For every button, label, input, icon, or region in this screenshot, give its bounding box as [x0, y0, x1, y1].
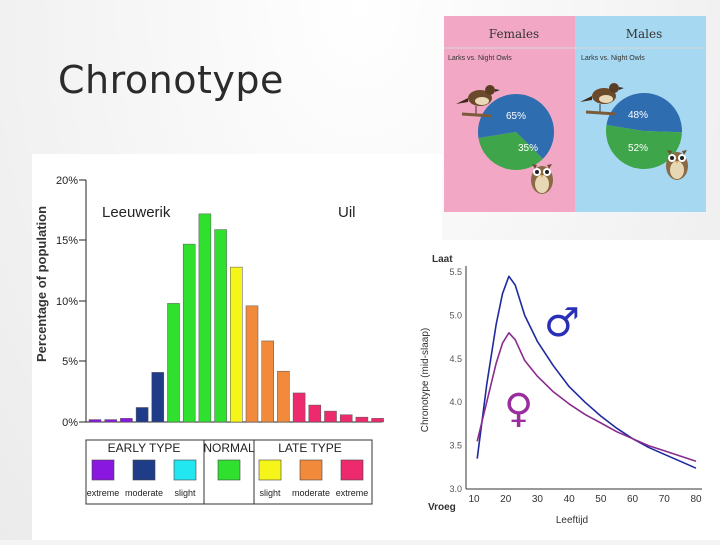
legend-swatch — [258, 459, 282, 481]
top-label-laat: Laat — [432, 254, 453, 265]
bottom-label-vroeg: Vroeg — [428, 502, 456, 513]
female-symbol: ♀ — [504, 386, 533, 432]
bar — [339, 414, 353, 423]
males-larks-pct: 48% — [628, 110, 648, 121]
y-tick-label: 5.5 — [449, 267, 462, 277]
legend-swatch — [173, 459, 197, 481]
male-symbol: ♂ — [544, 300, 580, 346]
x-tick-label: 70 — [659, 494, 671, 505]
bar — [277, 370, 290, 423]
legend-label: slight — [259, 488, 281, 498]
ytick-label: 20% — [56, 175, 78, 187]
legend-frame — [85, 439, 373, 505]
x-tick-label: 50 — [595, 494, 607, 505]
y-tick-label: 3.0 — [449, 484, 462, 494]
owl-icon — [531, 164, 553, 194]
line-chart-series — [476, 275, 697, 469]
legend-group-early: EARLY TYPE — [108, 441, 181, 455]
bar — [371, 418, 384, 423]
females-owls-pct: 35% — [518, 143, 538, 154]
bar-chart-yticks: 20% 15% 10% 5% 0% — [56, 175, 86, 429]
bar — [104, 419, 117, 423]
ytick-label: 15% — [56, 235, 78, 247]
female-line — [476, 332, 697, 462]
annotation-uil: Uil — [338, 204, 356, 221]
ytick-label: 0% — [62, 417, 78, 429]
bar — [182, 243, 196, 423]
bar-chart-panel: Percentage of population 20% 15% 10% 5% … — [32, 154, 442, 540]
bar — [167, 303, 180, 423]
bar — [120, 418, 133, 423]
females-subtitle: Larks vs. Night Owls — [448, 55, 512, 62]
pie-slice — [478, 132, 543, 170]
legend-group-normal: NORMAL — [203, 441, 255, 455]
lark-bird-icon — [456, 85, 500, 118]
legend-label: moderate — [125, 488, 163, 498]
bar — [88, 419, 102, 423]
males-header: Males — [626, 27, 663, 41]
x-tick-label: 20 — [500, 494, 512, 505]
x-tick-label: 10 — [468, 494, 480, 505]
x-tick-label: 80 — [690, 494, 702, 505]
bar — [245, 305, 259, 423]
x-tick-label: 30 — [532, 494, 544, 505]
line-chart-panel: Chronotype (mid-slaap) Laat Vroeg Leefti… — [410, 240, 720, 540]
bar-chart-legend: EARLY TYPE NORMAL LATE TYPE extreme moder… — [85, 439, 373, 505]
males-owls-pct: 52% — [628, 143, 648, 154]
y-tick-label: 4.0 — [449, 397, 462, 407]
bar — [261, 340, 274, 423]
bar — [230, 266, 243, 423]
pie-inset: Females Males Larks vs. Night Owls Larks… — [444, 16, 706, 212]
pie-slice — [606, 125, 682, 170]
y-tick-label: 3.5 — [449, 441, 462, 451]
bar — [308, 404, 322, 423]
legend-label: extreme — [87, 488, 120, 498]
bar-chart-bars — [88, 213, 384, 423]
bar — [214, 229, 227, 423]
males-subtitle: Larks vs. Night Owls — [581, 55, 645, 62]
bar — [198, 213, 212, 423]
ytick-label: 5% — [62, 356, 78, 368]
bar-chart: Percentage of population 20% 15% 10% 5% … — [34, 175, 384, 505]
x-tick-label: 60 — [627, 494, 639, 505]
bar — [135, 407, 149, 423]
legend-label: slight — [174, 488, 196, 498]
y-tick-label: 5.0 — [449, 310, 462, 320]
x-tick-label: 40 — [564, 494, 576, 505]
females-header: Females — [489, 27, 539, 41]
y-tick-label: 4.5 — [449, 354, 462, 364]
bar-chart-ylabel: Percentage of population — [34, 206, 49, 362]
legend-swatch — [299, 459, 323, 481]
legend-label: moderate — [292, 488, 330, 498]
annotation-leeuwerik: Leeuwerik — [102, 204, 171, 221]
bar — [292, 392, 306, 423]
sex-pie-inset: Females Males Larks vs. Night Owls Larks… — [444, 16, 706, 212]
bar — [355, 416, 369, 423]
line-chart: Chronotype (mid-slaap) Laat Vroeg Leefti… — [420, 254, 702, 526]
legend-group-late: LATE TYPE — [278, 441, 342, 455]
legend-label: extreme — [336, 488, 369, 498]
pie-slice — [606, 93, 682, 133]
legend-swatch — [91, 459, 115, 481]
line-chart-xlabel: Leeftijd — [556, 515, 588, 526]
legend-swatch — [217, 459, 241, 481]
line-chart-ticks: 10 20 30 40 50 60 70 80 3.0 3.5 4.0 4.5 5.0 5.5 — [449, 267, 702, 505]
males-pie — [606, 93, 682, 170]
lark-bird-icon — [580, 83, 624, 116]
bar — [324, 410, 337, 423]
line-chart-ylabel: Chronotype (mid-slaap) — [420, 328, 431, 433]
pie-slice — [478, 94, 554, 159]
owl-icon — [666, 150, 688, 180]
legend-swatch — [340, 459, 364, 481]
legend-swatch — [132, 459, 156, 481]
females-larks-pct: 65% — [506, 111, 526, 122]
page-title: Chronotype — [58, 58, 284, 102]
ytick-label: 10% — [56, 296, 78, 308]
females-pie — [478, 94, 554, 170]
bar — [151, 372, 165, 423]
male-line — [476, 275, 697, 469]
